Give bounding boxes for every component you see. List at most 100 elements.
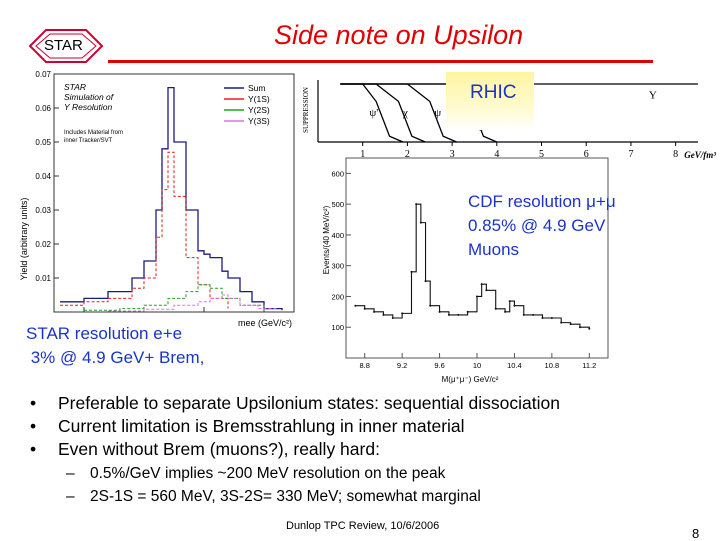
bullet-item: • Preferable to separate Upsilonium state… xyxy=(30,392,560,415)
cdf-data-point xyxy=(550,317,553,319)
sub-bullet-text: 0.5%/GeV implies ~200 MeV resolution on … xyxy=(90,465,446,482)
cdf-plot-xlabel: M(μ⁺μ⁻) GeV/c² xyxy=(442,375,499,384)
cdf-data-point xyxy=(447,313,450,316)
cdf-data-point xyxy=(588,327,591,330)
bullet-item: • Current limitation is Bremsstrahlung in… xyxy=(30,415,560,438)
cdf-data-point xyxy=(424,280,427,283)
star-plot-ylabel: Yield (arbitrary units) xyxy=(19,198,29,281)
cdf-xtick-label: 10 xyxy=(473,361,481,370)
dash-marker: – xyxy=(66,488,75,505)
cdf-data-point xyxy=(419,221,422,224)
supp-xtick-label: 5 xyxy=(539,149,544,160)
cdf-note-line-2: 0.85% @ 4.9 GeV xyxy=(468,216,606,235)
bullet-list: • Preferable to separate Upsilonium state… xyxy=(30,392,560,461)
star-logo-icon xyxy=(28,29,104,63)
rhic-label: RHIC xyxy=(470,82,517,103)
supp-xtick-label: 4 xyxy=(494,149,499,160)
supp-curve-2 xyxy=(340,83,426,143)
bullet-text: Even without Brem (muons?), really hard: xyxy=(58,439,380,459)
cdf-data-point xyxy=(578,326,581,329)
cdf-data-point xyxy=(513,304,516,307)
star-legend-entry: Sum xyxy=(248,83,265,93)
supp-xtick-label: 7 xyxy=(628,149,633,160)
cdf-data-point xyxy=(354,304,357,307)
logo-text: STAR xyxy=(44,37,83,54)
supp-plot-ylabel: SUPPRESSION xyxy=(302,87,310,133)
star-plot-frame xyxy=(53,73,295,313)
page-number: 8 xyxy=(692,526,700,541)
star-note-line-1: STAR resolution e+e xyxy=(26,324,183,343)
cdf-data-point xyxy=(457,313,460,316)
cdf-data-point xyxy=(410,270,413,273)
supp-curve-label: χ xyxy=(402,107,408,119)
cdf-ytick-label: 600 xyxy=(331,169,344,178)
star-legend-entry: Υ(3S) xyxy=(248,116,270,126)
cdf-mass-plot: Events/(40 MeV/c²) 600 500 400 300 200 100 8.… xyxy=(322,157,609,384)
star-legend-title: Simulation of xyxy=(64,92,115,102)
supp-xtick-label: 3 xyxy=(450,149,455,160)
star-legend-entry: Υ(1S) xyxy=(248,94,270,104)
supp-curve-label: ψ' xyxy=(369,107,378,119)
slide-title: Side note on Upsilon xyxy=(274,20,524,50)
supp-xtick-label: 1 xyxy=(360,149,365,160)
star-legend-note: Includes Material from xyxy=(64,130,123,136)
cdf-data-point xyxy=(508,300,511,303)
star-resolution-plot: Yield (arbitrary units) 0.07 0.06 0.05 0.04… xyxy=(19,70,295,328)
cdf-data-point xyxy=(429,304,432,307)
cdf-xtick-label: 9.2 xyxy=(397,361,407,370)
cdf-data-point xyxy=(363,307,366,310)
cdf-data-point xyxy=(401,312,404,315)
footer-text: Dunlop TPC Review, 10/6/2006 xyxy=(286,520,440,532)
cdf-data-point xyxy=(560,321,563,324)
star-ytick-label: 0.06 xyxy=(35,104,51,113)
cdf-data-point xyxy=(494,307,497,310)
supp-curve-label: ψ xyxy=(434,107,441,119)
cdf-data-point xyxy=(476,295,478,298)
cdf-data-point xyxy=(485,289,488,292)
cdf-xtick-label: 8.8 xyxy=(359,361,369,370)
star-ytick-label: 0.03 xyxy=(35,206,51,215)
sub-bullet-list: –0.5%/GeV implies ~200 MeV resolution on… xyxy=(66,462,481,508)
supp-xtick-label: 6 xyxy=(584,149,589,160)
cdf-data-point xyxy=(382,313,385,316)
cdf-xtick-label: 10.4 xyxy=(507,361,522,370)
cdf-xtick-label: 9.6 xyxy=(434,361,444,370)
supp-xtick-label: 2 xyxy=(405,149,410,160)
star-note-line-2: 3% @ 4.9 GeV+ Brem, xyxy=(26,348,205,367)
cdf-ytick-label: 400 xyxy=(331,231,344,240)
cdf-data-point xyxy=(504,310,507,313)
title-underline xyxy=(108,60,653,63)
star-ytick-label: 0.07 xyxy=(35,70,51,79)
star-resolution-note: STAR resolution e+e 3% @ 4.9 GeV+ Brem, xyxy=(26,322,209,370)
star-legend-title: Υ Resolution xyxy=(64,102,112,112)
star-plot-xlabel: mee (GeV/c²) xyxy=(238,318,292,328)
star-ytick-label: 0.01 xyxy=(35,274,51,283)
sub-bullet-item: –0.5%/GeV implies ~200 MeV resolution on… xyxy=(66,462,481,485)
supp-xtick-label: 8 xyxy=(673,149,678,160)
cdf-ytick-label: 200 xyxy=(331,292,344,301)
bullet-marker: • xyxy=(30,439,37,459)
star-series-4 xyxy=(108,294,277,312)
cdf-data-point xyxy=(522,313,525,316)
star-ytick-label: 0.02 xyxy=(35,240,51,249)
cdf-xtick-label: 11.2 xyxy=(582,361,596,370)
cdf-ytick-label: 500 xyxy=(331,200,344,209)
bullet-marker: • xyxy=(30,416,37,436)
cdf-plot-ylabel: Events/(40 MeV/c²) xyxy=(322,205,331,274)
cdf-data-point xyxy=(480,283,483,286)
bullet-text: Current limitation is Bremsstrahlung in … xyxy=(58,416,465,436)
dash-marker: – xyxy=(66,465,75,482)
rhic-highlight xyxy=(446,72,534,130)
sub-bullet-text: 2S-1S = 560 MeV, 3S-2S= 330 MeV; somewha… xyxy=(90,488,481,505)
cdf-ytick-label: 300 xyxy=(331,262,344,271)
cdf-resolution-note: CDF resolution μ+μ 0.85% @ 4.9 GeV Muons xyxy=(468,190,616,262)
star-legend-title: STAR xyxy=(64,82,86,92)
star-series-2 xyxy=(60,151,229,309)
cdf-data-point xyxy=(532,313,535,316)
cdf-data-point xyxy=(569,323,572,326)
bullet-marker: • xyxy=(30,393,37,413)
bullet-text: Preferable to separate Upsilonium states… xyxy=(58,393,560,413)
star-ytick-label: 0.05 xyxy=(35,138,51,147)
bullet-item: • Even without Brem (muons?), really hard… xyxy=(30,438,560,461)
cdf-ytick-label: 100 xyxy=(331,323,344,332)
